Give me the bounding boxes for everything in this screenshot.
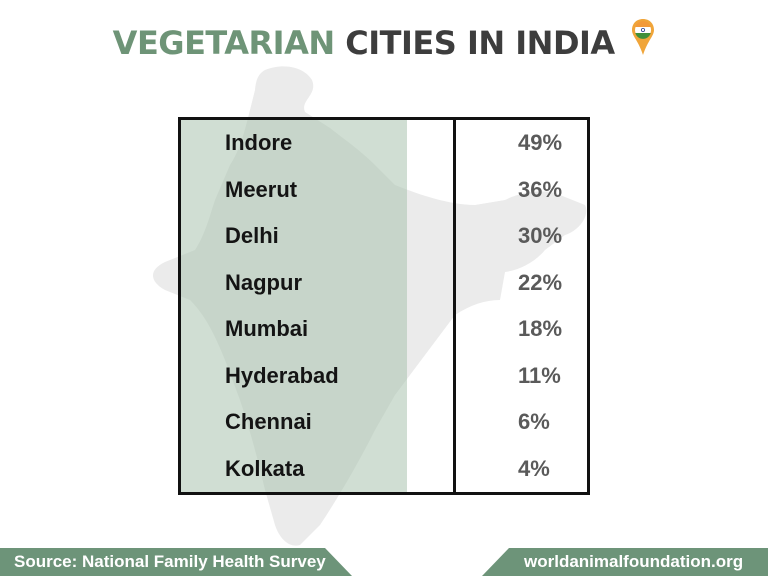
source-banner: Source: National Family Health Survey [0, 548, 352, 576]
table-row: Meerut 36% [179, 166, 589, 213]
city-name: Nagpur [179, 259, 456, 306]
city-percent: 36% [518, 176, 563, 202]
table-row: Chennai 6% [179, 398, 589, 446]
city-percent: 18% [518, 316, 563, 342]
table-row: Kolkata 4% [179, 445, 589, 494]
table-row: Delhi 30% [179, 212, 589, 260]
table-row: Mumbai 18% [179, 305, 589, 353]
city-name: Delhi [179, 212, 456, 260]
table-row: Indore 49% [179, 118, 589, 167]
vegetarian-cities-table: Indore 49% Meerut 36% Delhi 30% Nagpur 22% M… [178, 117, 590, 495]
city-name: Chennai [179, 398, 456, 446]
city-name: Hyderabad [179, 352, 456, 399]
title-part-cities: CITIES IN INDIA [345, 24, 615, 62]
city-percent: 49% [518, 130, 563, 156]
city-percent: 4% [518, 455, 550, 481]
page-title: VEGETARIAN CITIES IN INDIA [0, 19, 768, 68]
website-banner: worldanimalfoundation.org [482, 548, 768, 576]
city-name: Mumbai [179, 305, 456, 353]
table-row: Nagpur 22% [179, 259, 589, 306]
city-name: Kolkata [179, 445, 456, 494]
title-part-vegetarian: VEGETARIAN [112, 24, 335, 62]
city-name: Meerut [179, 166, 456, 213]
city-percent: 6% [518, 409, 550, 435]
city-percent: 30% [518, 223, 563, 249]
india-flag-location-pin-icon [631, 18, 655, 64]
table-row: Hyderabad 11% [179, 352, 589, 399]
city-percent: 22% [518, 269, 563, 295]
website-text: worldanimalfoundation.org [524, 552, 744, 571]
source-text: Source: National Family Health Survey [14, 552, 326, 571]
city-percent: 11% [518, 362, 561, 388]
city-name: Indore [179, 118, 456, 167]
